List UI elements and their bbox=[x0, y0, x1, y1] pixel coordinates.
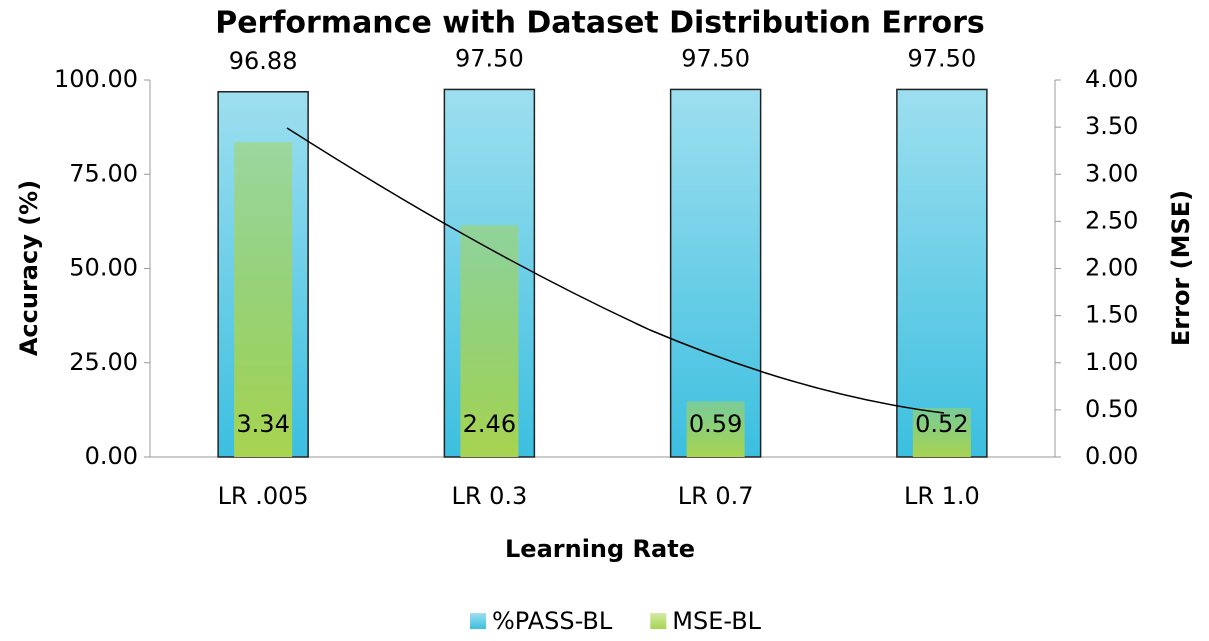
y2-axis-title: Error (MSE) bbox=[1167, 190, 1195, 346]
data-label: 96.88 bbox=[229, 47, 298, 75]
y-tick-label: 100.00 bbox=[54, 65, 138, 93]
legend-swatch bbox=[650, 613, 667, 629]
x-tick-label: LR 0.7 bbox=[678, 482, 754, 510]
y2-tick-label: 1.50 bbox=[1085, 301, 1138, 329]
bar bbox=[896, 88, 988, 458]
y-axis-title: Accuracy (%) bbox=[15, 180, 43, 356]
y2-tick-label: 2.00 bbox=[1085, 254, 1138, 282]
data-label: 0.59 bbox=[689, 410, 742, 438]
trendline bbox=[286, 127, 945, 414]
y2-tick-label: 4.00 bbox=[1085, 65, 1138, 93]
bar bbox=[686, 401, 745, 457]
data-label: 2.46 bbox=[463, 410, 516, 438]
legend-label: %PASS-BL bbox=[492, 607, 613, 635]
y-tick-label: 0.00 bbox=[85, 442, 138, 470]
y2-tick-label: 3.00 bbox=[1085, 159, 1138, 187]
y2-tick-label: 1.00 bbox=[1085, 348, 1138, 376]
x-tick-label: LR .005 bbox=[218, 482, 309, 510]
y2-tick-label: 2.50 bbox=[1085, 206, 1138, 234]
data-label: 97.50 bbox=[455, 44, 524, 72]
y-tick-label: 25.00 bbox=[69, 348, 138, 376]
x-tick-label: LR 0.3 bbox=[451, 482, 527, 510]
bar bbox=[669, 88, 762, 458]
data-label: 97.50 bbox=[908, 44, 977, 72]
legend-swatch bbox=[470, 613, 486, 629]
legend-label: MSE-BL bbox=[672, 607, 761, 635]
data-label: 0.52 bbox=[915, 410, 968, 438]
bar bbox=[912, 407, 971, 457]
y-tick-label: 75.00 bbox=[69, 159, 138, 187]
y2-tick-label: 0.50 bbox=[1085, 395, 1138, 423]
y2-tick-label: 3.50 bbox=[1085, 112, 1138, 140]
y-tick-label: 50.00 bbox=[69, 254, 138, 282]
x-tick-label: LR 1.0 bbox=[904, 482, 980, 510]
data-label: 3.34 bbox=[236, 410, 289, 438]
x-axis-title: Learning Rate bbox=[505, 535, 695, 563]
bar bbox=[234, 142, 293, 457]
bar bbox=[460, 225, 519, 457]
data-label: 97.50 bbox=[681, 44, 750, 72]
chart-title: Performance with Dataset Distribution Er… bbox=[215, 6, 985, 41]
y2-tick-label: 0.00 bbox=[1085, 442, 1138, 470]
